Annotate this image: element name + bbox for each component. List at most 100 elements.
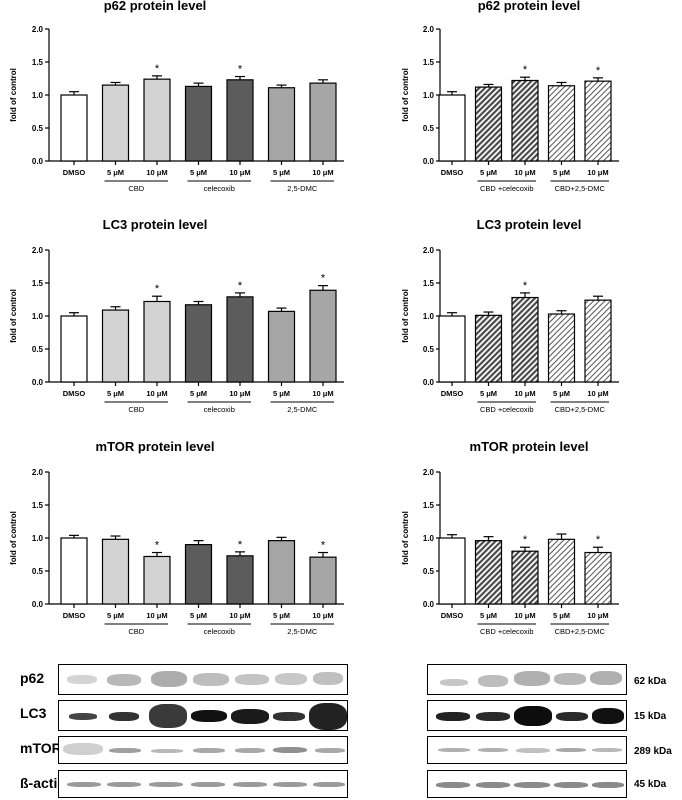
bar xyxy=(584,551,612,605)
bar xyxy=(184,85,213,162)
significance-marker: * xyxy=(238,64,243,76)
significance-marker: * xyxy=(155,283,160,295)
chart-panel-1: p62 protein level fold of control 0.0 0.5 1.… xyxy=(9,0,344,193)
y-tick-label: 1.5 xyxy=(32,501,44,510)
x-tick-label: 5 μM xyxy=(480,168,497,177)
blot-label-mtor: mTOR xyxy=(20,740,62,756)
x-tick-label: DMSO xyxy=(63,168,86,177)
band xyxy=(313,782,345,787)
band xyxy=(514,706,552,726)
y-tick-label: 2.0 xyxy=(423,468,435,477)
bar xyxy=(584,299,612,383)
kda-label-mtor: 289 kDa xyxy=(634,746,672,757)
blot-right-lc3 xyxy=(427,700,627,731)
blot-right-actin xyxy=(427,770,627,798)
blot-label-lc3: LC3 xyxy=(20,705,47,721)
band xyxy=(235,748,265,753)
bar xyxy=(584,80,612,162)
bar xyxy=(474,314,503,383)
bar xyxy=(309,82,337,162)
y-tick-label: 0.0 xyxy=(423,600,435,609)
band xyxy=(309,703,347,730)
band xyxy=(191,710,227,722)
group-label: celecoxib xyxy=(204,184,235,193)
significance-marker: * xyxy=(155,63,160,75)
band xyxy=(514,671,550,686)
x-tick-label: 10 μM xyxy=(312,389,333,398)
bar xyxy=(438,537,466,605)
x-tick-label: 10 μM xyxy=(229,168,250,177)
x-tick-label: 10 μM xyxy=(312,611,333,620)
x-tick-label: 10 μM xyxy=(146,389,167,398)
chart-panel-4: LC3 protein level fold of control 0.0 0.5 1.… xyxy=(401,217,619,414)
chart-title: LC3 protein level xyxy=(103,217,208,232)
band xyxy=(592,708,624,724)
group-label: CBD+2,5-DMC xyxy=(555,627,606,636)
bar xyxy=(101,309,130,383)
band xyxy=(151,749,183,753)
y-tick-label: 2.0 xyxy=(32,25,44,34)
x-tick-label: 5 μM xyxy=(190,389,207,398)
bar xyxy=(226,79,254,162)
chart-panel-3: LC3 protein level fold of control 0.0 0.5 1.… xyxy=(9,217,344,414)
x-tick-label: 10 μM xyxy=(229,389,250,398)
x-tick-label: 10 μM xyxy=(587,611,608,620)
y-tick-label: 1.0 xyxy=(32,91,44,100)
group-label: CBD xyxy=(128,405,144,414)
band xyxy=(478,748,508,752)
band xyxy=(554,673,586,685)
bar xyxy=(184,543,213,605)
band xyxy=(514,782,550,788)
x-tick-label: 5 μM xyxy=(190,168,207,177)
chart-panel-6: mTOR protein level fold of control 0.0 0.5 1… xyxy=(401,439,619,636)
bar xyxy=(60,537,88,605)
y-tick-label: 1.5 xyxy=(32,279,44,288)
band xyxy=(476,782,510,788)
band xyxy=(193,748,225,753)
significance-marker: * xyxy=(321,540,326,552)
y-tick-label: 1.5 xyxy=(32,58,44,67)
band xyxy=(151,671,187,687)
y-tick-label: 1.0 xyxy=(32,312,44,321)
chart-title: p62 protein level xyxy=(478,0,581,13)
band xyxy=(478,675,508,687)
y-tick-label: 0.0 xyxy=(423,157,435,166)
y-tick-label: 0.0 xyxy=(423,378,435,387)
y-tick-label: 2.0 xyxy=(32,468,44,477)
group-label: CBD+2,5-DMC xyxy=(555,184,606,193)
chart-panel-2: p62 protein level fold of control 0.0 0.5 1.… xyxy=(401,0,619,193)
bar xyxy=(226,296,254,383)
band xyxy=(315,748,345,753)
bar xyxy=(101,538,130,605)
kda-label-lc3: 15 kDa xyxy=(634,711,667,722)
blot-left-mtor xyxy=(58,736,348,764)
band xyxy=(273,747,307,753)
group-label: CBD+2,5-DMC xyxy=(555,405,606,414)
y-tick-label: 0.5 xyxy=(32,345,44,354)
band xyxy=(233,782,267,787)
y-tick-label: 0.0 xyxy=(32,378,44,387)
band xyxy=(275,673,307,685)
y-tick-label: 0.0 xyxy=(32,157,44,166)
y-tick-label: 1.5 xyxy=(423,58,435,67)
bar xyxy=(547,85,576,162)
y-axis-label: fold of control xyxy=(401,68,410,122)
bar xyxy=(511,296,539,383)
bar xyxy=(547,313,576,383)
y-tick-label: 0.5 xyxy=(32,124,44,133)
y-tick-label: 1.5 xyxy=(423,279,435,288)
band xyxy=(191,782,225,787)
group-label: CBD xyxy=(128,184,144,193)
bar xyxy=(101,84,130,162)
x-tick-label: 5 μM xyxy=(553,168,570,177)
chart-title: mTOR protein level xyxy=(96,439,215,454)
significance-marker: * xyxy=(523,280,528,292)
x-tick-label: DMSO xyxy=(63,389,86,398)
band xyxy=(149,782,183,787)
x-tick-label: DMSO xyxy=(441,611,464,620)
blot-left-p62 xyxy=(58,664,348,695)
significance-marker: * xyxy=(321,273,326,285)
band xyxy=(63,743,103,755)
bar xyxy=(511,550,539,605)
